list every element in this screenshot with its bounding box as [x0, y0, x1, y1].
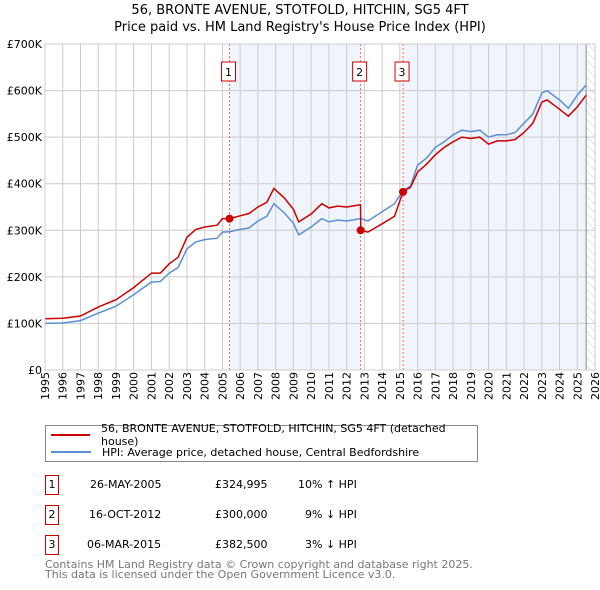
x-tick-label: 2021	[500, 372, 513, 400]
sale-price: £300,000	[215, 508, 268, 521]
x-tick-label: 2011	[323, 372, 336, 400]
x-tick-label: 2010	[305, 372, 318, 400]
chart-title: 56, BRONTE AVENUE, STOTFOLD, HITCHIN, SG…	[131, 3, 469, 18]
x-tick-label: 2017	[429, 372, 442, 400]
x-tick-label: 2012	[341, 372, 354, 400]
x-tick-label: 2002	[163, 372, 176, 400]
x-tick-label: 2006	[234, 372, 247, 400]
sale-row: 2 16-OCT-2012 £300,000 9% ↓ HPI	[45, 505, 545, 525]
y-tick-label: £700K	[7, 38, 43, 51]
sale-row: 1 26-MAY-2005 £324,995 10% ↑ HPI	[45, 475, 545, 495]
x-tick-label: 2000	[128, 372, 141, 400]
x-tick-label: 2015	[394, 372, 407, 400]
sale-hpi-diff: 9% ↓ HPI	[305, 508, 357, 521]
legend-blue-line	[51, 451, 91, 453]
x-tick-label: 2026	[589, 372, 600, 400]
sale-price: £382,500	[215, 538, 268, 551]
y-tick-label: £600K	[7, 85, 43, 98]
x-tick-label: 2022	[518, 372, 531, 400]
sale-marker-box	[352, 61, 368, 82]
ownership-period-shade	[229, 44, 361, 370]
y-tick-label: £0	[28, 364, 42, 377]
sale-point	[399, 187, 408, 196]
future-hatch	[586, 44, 595, 370]
sale-point	[356, 226, 365, 235]
x-tick-label: 2001	[145, 372, 158, 400]
x-tick-label: 2003	[181, 372, 194, 400]
hpi-line	[44, 84, 587, 325]
sale-marker-badge: 2	[45, 505, 59, 525]
x-tick-label: 2025	[571, 372, 584, 400]
x-tick-label: 2008	[270, 372, 283, 400]
y-tick-label: £200K	[7, 271, 43, 284]
footer-licence: This data is licensed under the Open Gov…	[45, 568, 396, 581]
price-chart: 1995 1996 1997 1998 1999 2000 2001 2002 2003 2004…	[7, 38, 600, 400]
sale-date: 06-MAR-2015	[87, 538, 162, 551]
plot-border	[44, 43, 596, 371]
x-tick-label: 1995	[39, 372, 52, 400]
y-tick-label: £400K	[7, 178, 43, 191]
x-tick-label: 2024	[554, 372, 567, 400]
sale-marker-label: 3	[399, 66, 406, 79]
x-tick-label: 1996	[57, 372, 70, 400]
sale-hpi-diff: 3% ↓ HPI	[305, 538, 357, 551]
x-tick-label: 1999	[110, 372, 123, 400]
y-tick-label: £300K	[7, 224, 43, 237]
x-tick-label: 2007	[252, 372, 265, 400]
sale-point	[225, 214, 234, 223]
sale-marker-box	[394, 61, 410, 82]
x-tick-label: 2020	[483, 372, 496, 400]
sale-marker-badge: 3	[45, 535, 59, 555]
x-tick-label: 2018	[447, 372, 460, 400]
sale-marker-badge: 1	[45, 475, 59, 495]
footer: Contains HM Land Registry data © Crown c…	[45, 558, 473, 581]
chart-subtitle: Price paid vs. HM Land Registry's House …	[114, 20, 486, 35]
x-tick-label: 2009	[287, 372, 300, 400]
legend-red-line	[51, 434, 90, 436]
x-tick-label: 2019	[465, 372, 478, 400]
x-tick-label: 1998	[92, 372, 105, 400]
x-tick-label: 2005	[216, 372, 229, 400]
x-tick-label: 2023	[536, 372, 549, 400]
legend: 56, BRONTE AVENUE, STOTFOLD, HITCHIN, SG…	[45, 422, 478, 462]
sale-date: 26-MAY-2005	[90, 478, 162, 491]
sale-hpi-diff: 10% ↑ HPI	[298, 478, 357, 491]
sale-date: 16-OCT-2012	[89, 508, 162, 521]
x-tick-label: 2013	[358, 372, 371, 400]
x-tick-label: 2014	[376, 372, 389, 400]
sale-marker-label: 2	[356, 66, 363, 79]
y-tick-label: £100K	[7, 317, 43, 330]
legend-label-property: 56, BRONTE AVENUE, STOTFOLD, HITCHIN, SG…	[101, 422, 446, 448]
footer-copyright: Contains HM Land Registry data © Crown c…	[45, 558, 473, 571]
sale-row: 3 06-MAR-2015 £382,500 3% ↓ HPI	[45, 535, 545, 555]
x-tick-label: 2016	[412, 372, 425, 400]
sale-marker-box	[221, 61, 237, 82]
x-tick-label: 2004	[199, 372, 212, 400]
sale-marker-label: 1	[225, 66, 232, 79]
y-tick-label: £500K	[7, 131, 43, 144]
ownership-period-shade	[403, 44, 587, 370]
property-price-line	[44, 94, 587, 320]
x-tick-label: 1997	[74, 372, 87, 400]
sale-price: £324,995	[215, 478, 268, 491]
legend-label-hpi: HPI: Average price, detached house, Cent…	[102, 445, 420, 459]
